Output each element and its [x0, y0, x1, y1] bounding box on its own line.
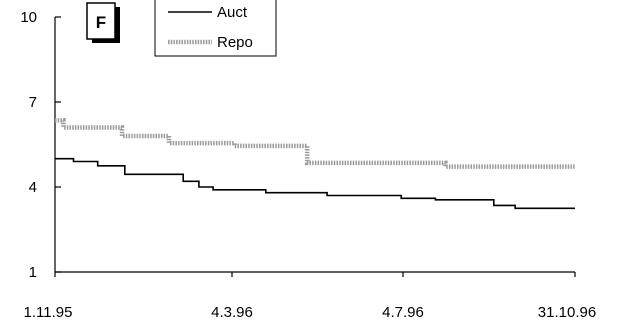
x-tick-label: 1.11.95	[24, 304, 73, 321]
y-tick-label: 1	[29, 264, 37, 281]
panel-label-frame	[86, 2, 116, 40]
panel-label: F	[96, 13, 106, 32]
series-line-repo	[55, 118, 575, 169]
y-tick-label: 7	[29, 94, 37, 111]
series-line-auct	[55, 157, 575, 210]
panel-label-box: F	[86, 2, 120, 43]
y-tick-label: 4	[29, 179, 37, 196]
x-tick-label: 31.10.96	[538, 304, 596, 321]
x-tick-label: 4.7.96	[382, 304, 424, 321]
x-tick-label: 4.3.96	[211, 304, 253, 321]
axes: 1 4 7 10 1.11.95 4.3.96 4.7.96 31.10.96	[20, 9, 596, 321]
legend-box	[154, 0, 277, 57]
y-tick-label: 10	[20, 9, 37, 26]
legend-label-repo: Repo	[217, 34, 253, 51]
legend: Auct Repo	[154, 0, 277, 57]
legend-label-auct: Auct	[217, 4, 248, 21]
series-layer	[55, 118, 575, 210]
